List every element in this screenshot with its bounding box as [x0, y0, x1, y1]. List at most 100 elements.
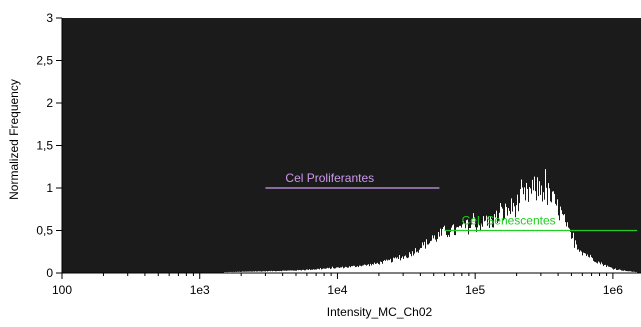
histogram-bar — [624, 270, 625, 273]
histogram-bar — [340, 267, 341, 273]
histogram-bar — [562, 214, 563, 273]
gate-label: Cel Proliferantes — [285, 171, 374, 185]
histogram-bar — [229, 271, 230, 273]
histogram-bar — [484, 221, 485, 273]
histogram-bar — [480, 231, 481, 273]
histogram-bar — [325, 268, 326, 273]
histogram-bar — [625, 270, 626, 273]
histogram-bar — [241, 271, 242, 273]
histogram-bar — [511, 198, 512, 273]
histogram-bar — [356, 266, 357, 273]
histogram-bar — [599, 262, 600, 273]
histogram-bar — [297, 269, 298, 273]
histogram-bar — [609, 266, 610, 273]
histogram-bar — [257, 271, 258, 273]
histogram-bar — [509, 210, 510, 273]
histogram-bar — [335, 268, 336, 273]
histogram-bar — [287, 270, 288, 273]
histogram-bar — [588, 256, 589, 273]
histogram-bar — [461, 227, 462, 273]
histogram-bar — [452, 225, 453, 273]
histogram-bar — [279, 271, 280, 273]
histogram-bar — [238, 271, 239, 273]
histogram-bar — [590, 254, 591, 273]
histogram-bar — [288, 270, 289, 273]
histogram-bar — [434, 235, 435, 273]
histogram-bar — [439, 236, 440, 273]
histogram-bar — [280, 270, 281, 273]
x-axis-title: Intensity_MC_Ch02 — [327, 305, 433, 319]
histogram-bar — [275, 271, 276, 273]
histogram-bar — [312, 269, 313, 273]
histogram-bar — [585, 253, 586, 273]
histogram-bar — [532, 179, 533, 273]
histogram-bar — [580, 250, 581, 273]
histogram-bar — [394, 258, 395, 273]
histogram-bar — [336, 267, 337, 273]
histogram-bar — [592, 258, 593, 273]
histogram-bar — [634, 271, 635, 273]
histogram-bar — [486, 215, 487, 273]
histogram-bar — [375, 263, 376, 273]
histogram-bar — [397, 257, 398, 273]
histogram-bar — [496, 210, 497, 273]
histogram-bar — [429, 243, 430, 273]
histogram-bar — [539, 181, 540, 273]
histogram-bar — [291, 270, 292, 273]
histogram-bar — [510, 214, 511, 273]
histogram-bar — [435, 239, 436, 273]
histogram-bar — [547, 204, 548, 273]
histogram-bar — [351, 266, 352, 273]
histogram-bar — [611, 267, 612, 273]
histogram-bar — [572, 238, 573, 273]
histogram-bar — [316, 269, 317, 273]
histogram-bar — [404, 256, 405, 273]
histogram-bar — [364, 264, 365, 273]
histogram-bar — [428, 244, 429, 273]
histogram-bar — [273, 270, 274, 273]
histogram-bar — [554, 193, 555, 273]
histogram-bar — [597, 263, 598, 273]
histogram-bar — [305, 270, 306, 273]
histogram-bar — [344, 267, 345, 273]
histogram-bar — [421, 247, 422, 273]
y-tick-label: 3 — [46, 11, 53, 25]
histogram-bar — [289, 270, 290, 273]
histogram-bar — [360, 265, 361, 273]
histogram-bar — [380, 261, 381, 273]
histogram-bar — [264, 271, 265, 273]
histogram-bar — [517, 194, 518, 273]
histogram-bar — [348, 267, 349, 273]
histogram-bar — [432, 235, 433, 273]
histogram-bar — [392, 261, 393, 273]
histogram-bar — [290, 270, 291, 273]
histogram-bar — [621, 270, 622, 273]
histogram-bar — [542, 201, 543, 273]
histogram-bar — [378, 263, 379, 273]
histogram-bar — [416, 252, 417, 273]
histogram-bar — [399, 255, 400, 273]
histogram-bar — [541, 185, 542, 273]
histogram-bar — [313, 269, 314, 273]
histogram-bar — [548, 183, 549, 273]
histogram-bar — [476, 231, 477, 273]
x-tick-label: 1e3 — [190, 283, 210, 297]
histogram-bar — [332, 266, 333, 273]
histogram-bar — [321, 269, 322, 273]
y-tick-label: 0 — [46, 266, 53, 280]
histogram-bar — [268, 271, 269, 273]
histogram-bar — [413, 255, 414, 273]
histogram-bar — [300, 270, 301, 273]
x-tick-label: 1e5 — [465, 283, 485, 297]
histogram-bar — [304, 270, 305, 273]
histogram-bar — [345, 266, 346, 273]
histogram-bar — [569, 228, 570, 273]
histogram-bar — [536, 200, 537, 273]
histogram-bar — [617, 270, 618, 273]
histogram-bar — [361, 266, 362, 273]
histogram-bar — [591, 257, 592, 273]
histogram-bar — [534, 176, 535, 273]
histogram-bar — [240, 271, 241, 273]
